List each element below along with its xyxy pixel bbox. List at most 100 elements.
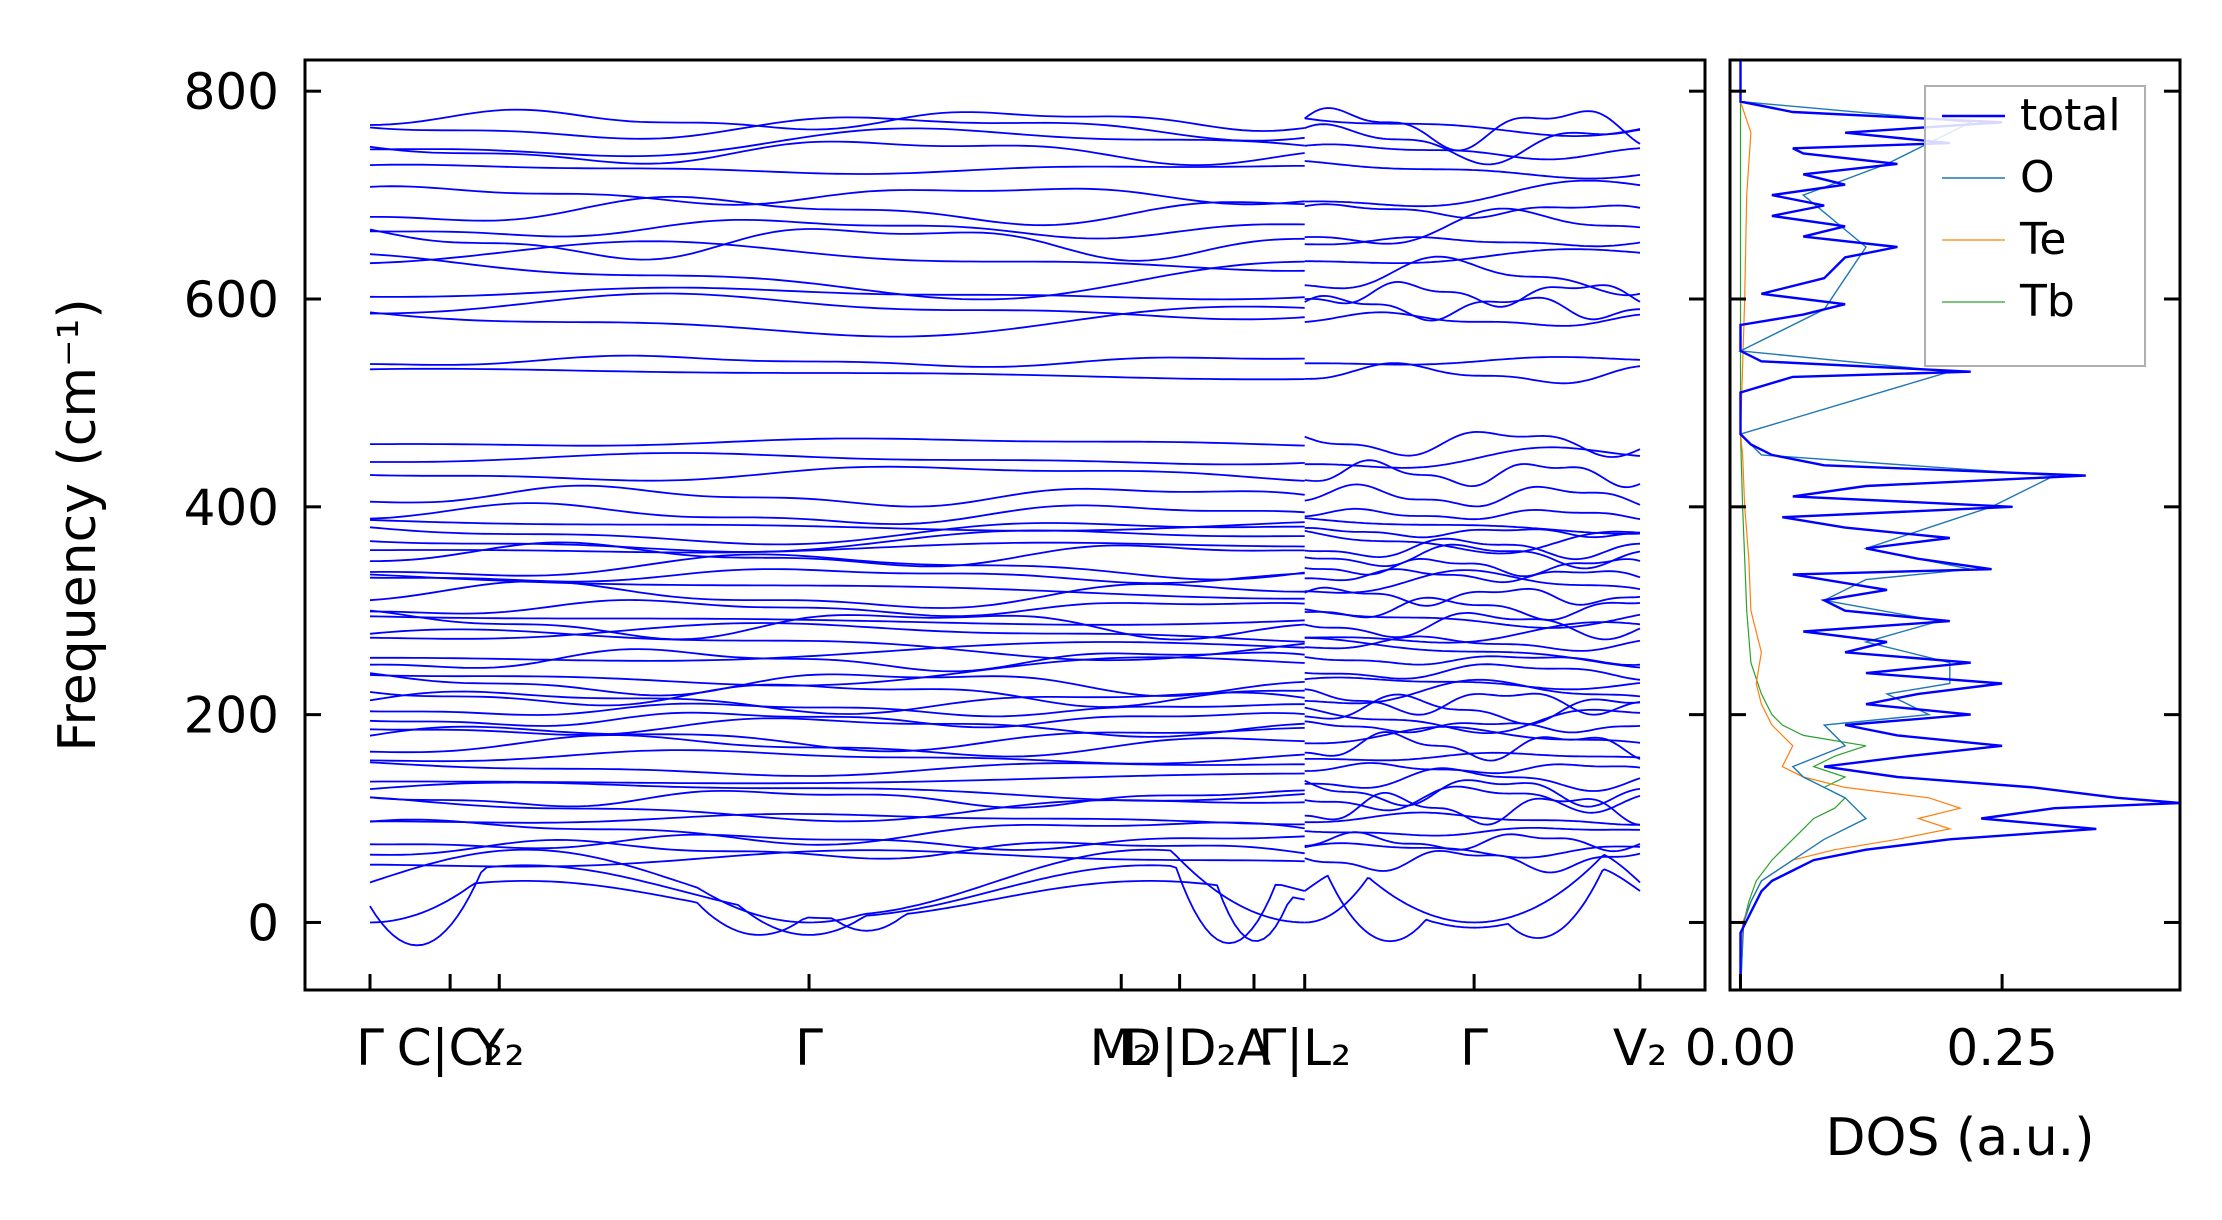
phonon-band	[1304, 248, 1641, 264]
band-plot-frame	[303, 58, 1707, 992]
phonon-band	[1304, 569, 1641, 594]
dos-series-tb	[1739, 60, 1867, 990]
phonon-band	[1304, 827, 1641, 837]
phonon-band	[369, 656, 1305, 687]
x-tick-label: M₂	[1090, 1019, 1153, 1077]
phonon-band	[369, 305, 1305, 338]
dos-x-tick-label: 0.25	[1946, 1019, 2057, 1077]
acoustic-band	[369, 880, 1305, 942]
phonon-band	[369, 286, 1305, 301]
phonon-band	[1304, 586, 1641, 607]
phonon-band	[1304, 356, 1641, 366]
y-tick-label: 0	[247, 894, 279, 952]
phonon-band	[369, 553, 1305, 581]
dos-panel: 0.00 0.25 DOS (a.u.) total O Te Tb	[1685, 58, 2182, 1168]
phonon-band	[369, 228, 1305, 262]
y-tick-label: 400	[184, 479, 279, 537]
phonon-band	[1304, 107, 1641, 152]
x-tick-label: Γ	[1460, 1019, 1488, 1077]
x-axis-title-dos: DOS (a.u.)	[1826, 1108, 2095, 1168]
x-tick-label: Γ|L₂	[1258, 1019, 1351, 1077]
phonon-band	[1304, 117, 1641, 137]
phonon-band	[369, 711, 1305, 729]
phonon-band	[1304, 779, 1641, 808]
legend-entry: total	[2020, 90, 2121, 141]
phonon-band	[369, 615, 1305, 626]
phonon-band	[370, 541, 1305, 568]
x-tick-label: Y₂	[473, 1019, 525, 1077]
phonon-band	[369, 818, 1305, 846]
phonon-band	[1304, 430, 1641, 458]
phonon-band	[369, 140, 1305, 166]
y-tick-label: 600	[184, 271, 279, 329]
phonon-band	[1304, 143, 1641, 161]
phonon-band	[1304, 842, 1641, 859]
phonon-band	[1304, 762, 1641, 775]
phonon-band	[370, 849, 1305, 868]
phonon-band	[1304, 608, 1641, 629]
dos-lines	[1738, 60, 2180, 990]
phonon-band	[370, 813, 1305, 826]
phonon-band	[1304, 517, 1641, 535]
phonon-band	[1304, 203, 1641, 219]
phonon-band	[369, 465, 1305, 482]
phonon-band	[369, 628, 1305, 662]
phonon-band	[369, 253, 1305, 301]
phonon-band	[369, 717, 1305, 738]
phonon-band	[1304, 678, 1641, 705]
phonon-band	[1304, 459, 1641, 489]
phonon-band	[369, 240, 1305, 272]
phonon-band	[1304, 688, 1641, 716]
phonon-band	[369, 108, 1305, 132]
phonon-band	[369, 573, 1305, 600]
dos-x-tick-label: 0.00	[1685, 1019, 1796, 1077]
legend-frame	[1924, 85, 2146, 367]
phonon-band	[369, 354, 1305, 368]
phonon-band	[1304, 637, 1641, 669]
phonon-band	[369, 116, 1305, 142]
dos-plot-frame	[1728, 58, 2182, 992]
dos-series-te	[1739, 60, 1963, 990]
phonon-band	[369, 219, 1305, 240]
phonon-band	[1304, 611, 1641, 641]
phonon-band	[370, 452, 1305, 466]
phonon-band	[1304, 731, 1641, 762]
phonon-band	[369, 772, 1305, 785]
phonon-band	[1304, 236, 1641, 248]
phonon-band	[1304, 294, 1641, 322]
phonon-band	[1304, 179, 1641, 208]
phonon-band	[1304, 725, 1641, 745]
phonon-band	[369, 484, 1305, 508]
phonon-band	[369, 599, 1305, 618]
dos-ticks: 0.00 0.25	[1685, 89, 2180, 1077]
phonon-band	[1304, 635, 1641, 652]
x-tick-label: D|D₂	[1123, 1019, 1237, 1077]
phonon-band	[369, 367, 1305, 381]
phonon-band	[1304, 663, 1641, 681]
phonon-band	[1304, 751, 1641, 762]
phonon-band	[369, 749, 1305, 765]
phonon-band	[1304, 362, 1641, 385]
phonon-band	[369, 163, 1305, 175]
y-axis-title: Frequency (cm⁻¹)	[48, 298, 108, 751]
phonon-band	[369, 519, 1305, 532]
y-tick-label: 800	[184, 63, 279, 121]
phonon-band	[1304, 160, 1641, 180]
phonon-band	[1304, 720, 1641, 734]
phonon-band	[369, 672, 1305, 697]
phonon-band	[370, 541, 1305, 554]
phonon-band	[1304, 785, 1641, 814]
phonon-band	[1304, 311, 1641, 327]
phonon-band	[1304, 507, 1641, 521]
phonon-band	[369, 522, 1305, 546]
phonon-band	[1304, 849, 1641, 874]
phonon-band	[369, 690, 1305, 715]
acoustic-band	[369, 864, 1305, 947]
band-lines	[369, 107, 1641, 947]
phonon-band	[369, 761, 1305, 777]
phonon-band	[1304, 123, 1641, 166]
phonon-band	[369, 609, 1305, 641]
phonon-band	[369, 292, 1305, 321]
